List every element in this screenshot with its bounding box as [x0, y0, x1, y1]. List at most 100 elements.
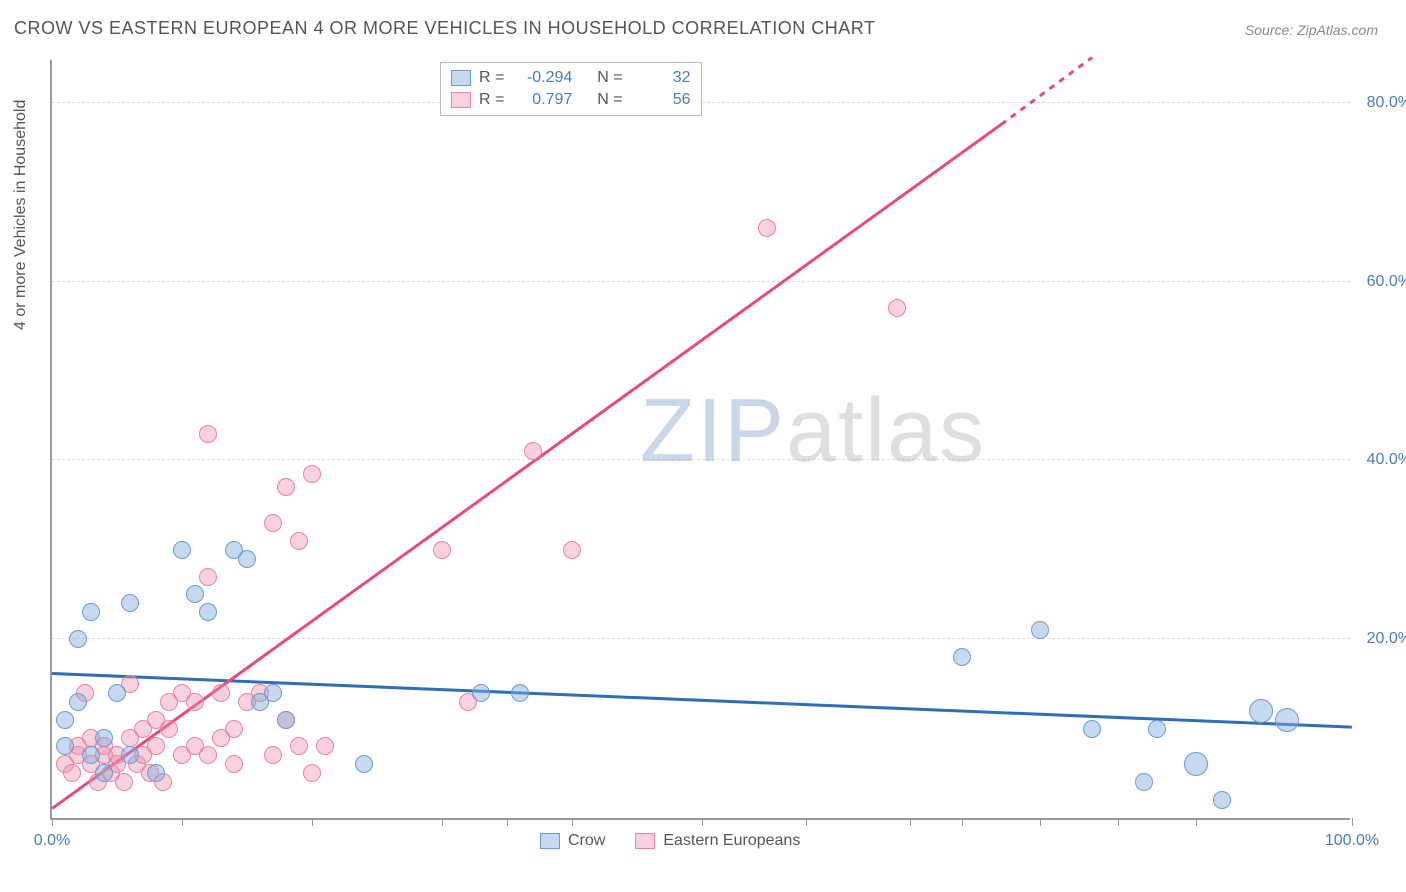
scatter-point-blue[interactable]	[173, 541, 191, 559]
scatter-point-pink[interactable]	[303, 465, 321, 483]
scatter-point-pink[interactable]	[758, 219, 776, 237]
scatter-point-blue[interactable]	[238, 550, 256, 568]
x-tick	[702, 818, 703, 826]
r-label: R =	[479, 69, 504, 87]
y-tick-label: 20.0%	[1367, 630, 1406, 648]
trend-line	[1000, 56, 1092, 125]
n-label: N =	[597, 91, 622, 109]
scatter-point-blue[interactable]	[1184, 752, 1208, 776]
scatter-point-blue[interactable]	[1275, 708, 1299, 732]
scatter-point-blue[interactable]	[108, 684, 126, 702]
series-legend: Crow Eastern Europeans	[540, 832, 800, 850]
swatch-pink	[635, 833, 655, 849]
x-tick	[1118, 818, 1119, 826]
gridline	[52, 459, 1350, 460]
scatter-point-pink[interactable]	[290, 532, 308, 550]
scatter-point-blue[interactable]	[82, 746, 100, 764]
scatter-point-blue[interactable]	[95, 729, 113, 747]
scatter-point-blue[interactable]	[264, 684, 282, 702]
scatter-point-blue[interactable]	[511, 684, 529, 702]
scatter-point-blue[interactable]	[69, 630, 87, 648]
scatter-point-pink[interactable]	[524, 442, 542, 460]
scatter-point-blue[interactable]	[56, 711, 74, 729]
scatter-point-pink[interactable]	[264, 514, 282, 532]
y-tick-label: 40.0%	[1367, 451, 1406, 469]
scatter-point-blue[interactable]	[56, 737, 74, 755]
scatter-point-blue[interactable]	[199, 603, 217, 621]
scatter-point-blue[interactable]	[121, 746, 139, 764]
y-axis-title: 4 or more Vehicles in Household	[12, 100, 30, 330]
x-tick	[806, 818, 807, 826]
scatter-point-pink[interactable]	[225, 755, 243, 773]
gridline	[52, 638, 1350, 639]
scatter-point-blue[interactable]	[1083, 720, 1101, 738]
scatter-point-pink[interactable]	[264, 746, 282, 764]
x-tick	[52, 818, 53, 826]
swatch-blue	[540, 833, 560, 849]
legend-row-blue: R = -0.294 N = 32	[451, 67, 691, 89]
scatter-point-blue[interactable]	[95, 764, 113, 782]
scatter-point-blue[interactable]	[355, 755, 373, 773]
scatter-point-pink[interactable]	[199, 746, 217, 764]
x-tick	[962, 818, 963, 826]
scatter-point-pink[interactable]	[115, 773, 133, 791]
scatter-point-pink[interactable]	[316, 737, 334, 755]
scatter-point-pink[interactable]	[199, 568, 217, 586]
scatter-point-pink[interactable]	[563, 541, 581, 559]
swatch-blue	[451, 70, 471, 86]
scatter-point-blue[interactable]	[147, 764, 165, 782]
scatter-point-pink[interactable]	[199, 425, 217, 443]
correlation-legend: R = -0.294 N = 32 R = 0.797 N = 56	[440, 62, 702, 116]
scatter-point-blue[interactable]	[1213, 791, 1231, 809]
scatter-point-blue[interactable]	[1135, 773, 1153, 791]
swatch-pink	[451, 92, 471, 108]
scatter-point-pink[interactable]	[225, 720, 243, 738]
scatter-point-blue[interactable]	[472, 684, 490, 702]
legend-label-blue: Crow	[568, 832, 605, 850]
y-tick-label: 60.0%	[1367, 273, 1406, 291]
x-tick	[1352, 818, 1353, 826]
scatter-point-pink[interactable]	[147, 737, 165, 755]
scatter-point-pink[interactable]	[433, 541, 451, 559]
x-tick	[1040, 818, 1041, 826]
scatter-point-blue[interactable]	[1148, 720, 1166, 738]
r-value-pink: 0.797	[512, 91, 572, 109]
source-link[interactable]: Source: ZipAtlas.com	[1245, 22, 1378, 38]
r-value-blue: -0.294	[512, 69, 572, 87]
scatter-point-blue[interactable]	[69, 693, 87, 711]
scatter-point-pink[interactable]	[160, 720, 178, 738]
n-label: N =	[597, 69, 622, 87]
x-tick	[442, 818, 443, 826]
x-tick-label: 100.0%	[1325, 832, 1379, 850]
legend-row-pink: R = 0.797 N = 56	[451, 89, 691, 111]
n-value-pink: 56	[631, 91, 691, 109]
scatter-point-blue[interactable]	[82, 603, 100, 621]
legend-item-blue[interactable]: Crow	[540, 832, 605, 850]
y-tick-label: 80.0%	[1367, 94, 1406, 112]
scatter-point-pink[interactable]	[63, 764, 81, 782]
chart-title: CROW VS EASTERN EUROPEAN 4 OR MORE VEHIC…	[14, 18, 875, 39]
scatter-point-blue[interactable]	[1249, 699, 1273, 723]
scatter-point-pink[interactable]	[212, 684, 230, 702]
x-tick	[507, 818, 508, 826]
r-label: R =	[479, 91, 504, 109]
scatter-point-pink[interactable]	[303, 764, 321, 782]
scatter-point-pink[interactable]	[186, 693, 204, 711]
scatter-point-blue[interactable]	[121, 594, 139, 612]
scatter-point-blue[interactable]	[953, 648, 971, 666]
gridline	[52, 281, 1350, 282]
x-tick	[182, 818, 183, 826]
scatter-point-pink[interactable]	[277, 478, 295, 496]
x-tick	[312, 818, 313, 826]
scatter-point-blue[interactable]	[186, 585, 204, 603]
x-tick	[910, 818, 911, 826]
scatter-plot-area: 20.0%40.0%60.0%80.0%0.0%100.0%	[50, 60, 1350, 820]
scatter-point-blue[interactable]	[277, 711, 295, 729]
scatter-point-pink[interactable]	[888, 299, 906, 317]
legend-item-pink[interactable]: Eastern Europeans	[635, 832, 800, 850]
x-tick	[572, 818, 573, 826]
scatter-point-blue[interactable]	[1031, 621, 1049, 639]
scatter-point-pink[interactable]	[290, 737, 308, 755]
x-tick	[1196, 818, 1197, 826]
legend-label-pink: Eastern Europeans	[663, 832, 800, 850]
